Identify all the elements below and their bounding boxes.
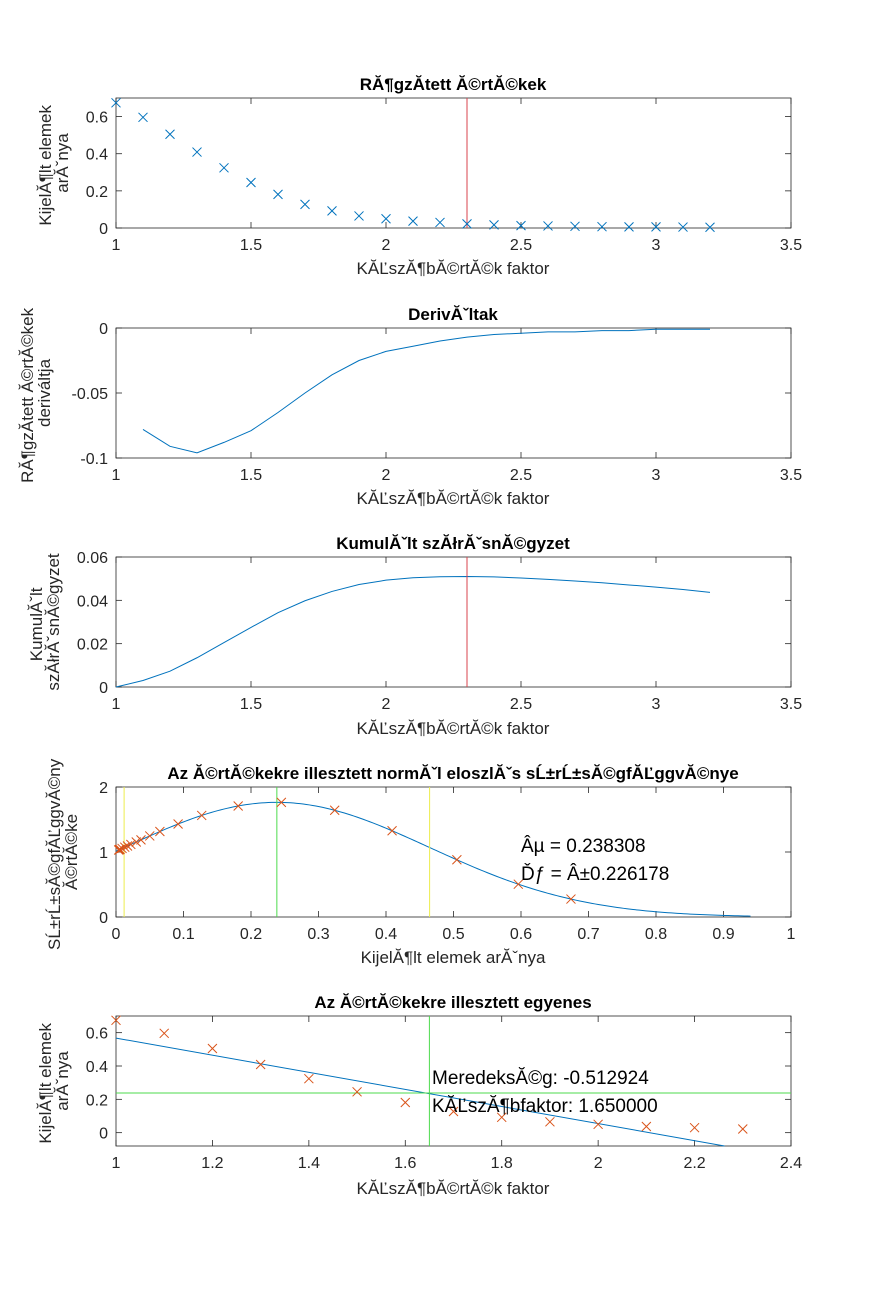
subplot3-title: KumulĂˇlt szĂłrĂˇsnĂ©gyzet xyxy=(336,534,570,553)
y-tick-label: 0.6 xyxy=(86,1026,108,1043)
y-tick-label: 0 xyxy=(99,321,108,338)
x-tick-label: 0.2 xyxy=(240,926,262,943)
y-tick-label: -0.05 xyxy=(72,386,109,403)
y-tick-label: 0 xyxy=(99,910,108,927)
x-tick-label: 0.5 xyxy=(442,926,464,943)
x-tick-label: 3 xyxy=(652,467,661,484)
y-tick-label: 0.06 xyxy=(77,550,108,567)
y-tick-label: 0 xyxy=(99,680,108,697)
subplot1-axes xyxy=(116,98,791,228)
x-tick-label: 2 xyxy=(382,696,391,713)
subplot4-title: Az Ă©rtĂ©kekre illesztett normĂˇl eloszl… xyxy=(167,764,738,783)
x-tick-label: 0 xyxy=(112,926,121,943)
x-tick-label: 0.4 xyxy=(375,926,397,943)
x-tick-label: 1.6 xyxy=(394,1155,416,1172)
x-tick-label: 3 xyxy=(652,696,661,713)
x-tick-label: 1.2 xyxy=(201,1155,223,1172)
x-tick-label: 2.2 xyxy=(683,1155,705,1172)
subplot5-title: Az Ă©rtĂ©kekre illesztett egyenes xyxy=(314,993,591,1012)
subplot5-ylabel-line2: arĂˇnya xyxy=(53,1051,72,1111)
subplot5-xlabel: KĂĽszĂ¶bĂ©rtĂ©k faktor xyxy=(357,1179,550,1198)
x-tick-label: 0.1 xyxy=(172,926,194,943)
subplot2-axes xyxy=(116,328,791,458)
y-tick-label: 0.02 xyxy=(77,637,108,654)
subplot1-xlabel: KĂĽszĂ¶bĂ©rtĂ©k faktor xyxy=(357,259,550,278)
subplot3-ylabel-line2: szĂłrĂˇsnĂ©gyzet xyxy=(44,553,63,691)
x-tick-label: 2.5 xyxy=(510,467,532,484)
x-tick-label: 3 xyxy=(652,237,661,254)
x-tick-label: 1 xyxy=(112,237,121,254)
subplot5-slope-annotation: MeredeksĂ©g: -0.512924 xyxy=(432,1068,649,1089)
x-tick-label: 2.4 xyxy=(780,1155,802,1172)
subplot4-ylabel-line2: Ă©rtĂ©ke xyxy=(62,814,81,890)
subplot2-title: DerivĂˇltak xyxy=(408,305,498,324)
subplot4-sigma-annotation: Ďƒ = Â±0.226178 xyxy=(521,863,669,885)
y-tick-label: 0 xyxy=(99,221,108,238)
x-tick-label: 1 xyxy=(112,696,121,713)
subplot4-axes xyxy=(116,787,791,917)
y-tick-label: 0 xyxy=(99,1126,108,1143)
x-tick-label: 0.8 xyxy=(645,926,667,943)
x-tick-label: 0.7 xyxy=(577,926,599,943)
x-tick-label: 2 xyxy=(382,237,391,254)
subplot3-xlabel: KĂĽszĂ¶bĂ©rtĂ©k faktor xyxy=(357,719,550,738)
subplot1-title: RĂ¶gzĂ­tett Ă©rtĂ©kek xyxy=(360,75,547,94)
x-tick-label: 1.4 xyxy=(298,1155,320,1172)
x-tick-label: 1.5 xyxy=(240,696,262,713)
x-tick-label: 1 xyxy=(787,926,796,943)
x-tick-label: 0.6 xyxy=(510,926,532,943)
x-tick-label: 1 xyxy=(112,467,121,484)
x-tick-label: 0.3 xyxy=(307,926,329,943)
subplot1-ylabel-line2: arĂˇnya xyxy=(53,133,72,193)
subplot5-threshold-annotation: KĂĽszĂ¶bfaktor: 1.650000 xyxy=(432,1096,658,1117)
y-tick-label: 1 xyxy=(99,845,108,862)
x-tick-label: 2 xyxy=(594,1155,603,1172)
y-tick-label: 2 xyxy=(99,780,108,797)
y-tick-label: 0.4 xyxy=(86,1059,108,1076)
y-tick-label: 0.04 xyxy=(77,593,108,610)
x-tick-label: 3.5 xyxy=(780,237,802,254)
y-tick-label: 0.4 xyxy=(86,147,108,164)
x-tick-label: 3.5 xyxy=(780,696,802,713)
x-tick-label: 0.9 xyxy=(712,926,734,943)
subplot4-xlabel: KijelĂ¶lt elemek arĂˇnya xyxy=(361,948,546,967)
x-tick-label: 2 xyxy=(382,467,391,484)
x-tick-label: 2.5 xyxy=(510,696,532,713)
y-tick-label: -0.1 xyxy=(80,451,108,468)
y-tick-label: 0.2 xyxy=(86,184,108,201)
subplot4-mu-annotation: Âµ = 0.238308 xyxy=(521,835,646,857)
x-tick-label: 3.5 xyxy=(780,467,802,484)
y-tick-label: 0.6 xyxy=(86,110,108,127)
x-tick-label: 1.5 xyxy=(240,467,262,484)
x-tick-label: 1 xyxy=(112,1155,121,1172)
x-tick-label: 1.5 xyxy=(240,237,262,254)
subplot2-ylabel-line2: deriváltja xyxy=(35,358,54,427)
y-tick-label: 0.2 xyxy=(86,1092,108,1109)
x-tick-label: 1.8 xyxy=(491,1155,513,1172)
subplot2-xlabel: KĂĽszĂ¶bĂ©rtĂ©k faktor xyxy=(357,489,550,508)
x-tick-label: 2.5 xyxy=(510,237,532,254)
